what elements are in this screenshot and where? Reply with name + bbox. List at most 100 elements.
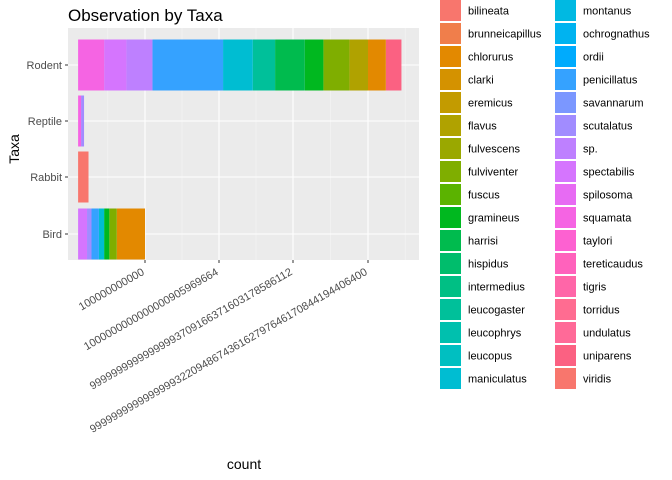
legend-swatch <box>440 0 461 21</box>
chart-title: Observation by Taxa <box>68 6 223 25</box>
y-tick-label: Reptile <box>28 116 62 128</box>
legend-label: leucopus <box>468 351 513 363</box>
bar-segment-rabbit <box>78 151 89 203</box>
legend-swatch <box>440 299 461 320</box>
legend-label: viridis <box>583 374 612 386</box>
legend-label: montanus <box>583 6 632 18</box>
legend-label: taylori <box>583 236 612 248</box>
legend-swatch <box>555 253 576 274</box>
bar-segment-rodent <box>252 39 276 91</box>
legend-swatch <box>440 46 461 67</box>
x-tick-label: 1000000000000000905969664 <box>82 266 220 353</box>
legend-label: harrisi <box>468 236 498 248</box>
legend-swatch <box>555 230 576 251</box>
legend-label: maniculatus <box>468 374 527 386</box>
bar-segment-rodent <box>126 39 153 91</box>
legend-label: undulatus <box>583 328 631 340</box>
legend-swatch <box>440 207 461 228</box>
bar-segment-bird <box>109 208 117 260</box>
bar-segment-rodent <box>223 39 253 91</box>
legend-swatch <box>440 23 461 44</box>
legend-label: squamata <box>583 213 632 225</box>
legend-swatch <box>555 322 576 343</box>
bar-segment-rodent <box>304 39 324 91</box>
bar-segment-bird <box>87 208 92 260</box>
legend-label: tereticaudus <box>583 259 643 271</box>
legend-label: uniparens <box>583 351 632 363</box>
legend-swatch <box>555 345 576 366</box>
bars <box>78 39 402 260</box>
bar-segment-reptile <box>81 95 85 147</box>
bar-segment-rodent <box>323 39 350 91</box>
legend-swatch <box>440 184 461 205</box>
legend-label: hispidus <box>468 259 509 271</box>
legend-swatch <box>555 23 576 44</box>
legend-label: scutalatus <box>583 121 633 133</box>
legend-label: leucogaster <box>468 305 525 317</box>
legend-label: chlorurus <box>468 52 514 64</box>
legend-label: clarki <box>468 75 494 87</box>
legend-label: spectabilis <box>583 167 635 179</box>
legend-label: intermedius <box>468 282 525 294</box>
y-axis-title: Taxa <box>6 134 22 164</box>
legend-label: bilineata <box>468 6 510 18</box>
legend-swatch <box>440 115 461 136</box>
x-axis: 1000000000001000000000000000905969664999… <box>77 260 370 436</box>
bar-segment-rodent <box>385 39 402 91</box>
bar-segment-rodent <box>349 39 368 91</box>
legend-swatch <box>440 368 461 389</box>
legend-label: leucophrys <box>468 328 522 340</box>
legend-swatch <box>440 345 461 366</box>
legend-swatch <box>555 207 576 228</box>
y-tick-label: Rodent <box>27 60 62 72</box>
bar-segment-rodent <box>78 39 105 91</box>
legend-swatch <box>440 253 461 274</box>
legend-label: flavus <box>468 121 497 133</box>
bar-segment-rodent <box>367 39 386 91</box>
legend-swatch <box>440 92 461 113</box>
legend-label: ordii <box>583 52 604 64</box>
bar-segment-reptile <box>78 95 82 147</box>
bar-segment-rodent <box>152 39 224 91</box>
legend-label: fuscus <box>468 190 500 202</box>
legend: bilineata brunneicapillus chlorurus clarki e… <box>440 0 650 389</box>
legend-swatch <box>440 69 461 90</box>
legend-swatch <box>440 230 461 251</box>
legend-swatch <box>555 368 576 389</box>
legend-swatch <box>555 161 576 182</box>
bar-segment-bird <box>78 208 88 260</box>
legend-label: eremicus <box>468 98 513 110</box>
legend-swatch <box>555 276 576 297</box>
legend-label: penicillatus <box>583 75 638 87</box>
legend-swatch <box>555 115 576 136</box>
y-axis: Rodent Reptile Rabbit Bird <box>27 60 68 241</box>
legend-label: fulvescens <box>468 144 520 156</box>
legend-swatch <box>555 92 576 113</box>
bar-segment-bird <box>91 208 99 260</box>
y-tick-label: Rabbit <box>30 172 62 184</box>
legend-label: ochrognathus <box>583 29 650 41</box>
legend-swatch <box>555 0 576 21</box>
x-tick-label: 100000000000 <box>77 266 147 313</box>
bar-segment-bird <box>116 208 145 260</box>
bar-segment-rodent <box>104 39 127 91</box>
legend-label: gramineus <box>468 213 520 225</box>
bar-segment-rodent <box>275 39 305 91</box>
y-tick-label: Bird <box>42 229 62 241</box>
legend-swatch <box>555 69 576 90</box>
bar-segment-bird <box>104 208 110 260</box>
legend-swatch <box>440 138 461 159</box>
legend-swatch <box>555 184 576 205</box>
legend-label: spilosoma <box>583 190 633 202</box>
legend-swatch <box>555 138 576 159</box>
legend-label: torridus <box>583 305 620 317</box>
legend-swatch <box>440 322 461 343</box>
x-axis-title: count <box>227 456 261 472</box>
legend-swatch <box>440 161 461 182</box>
legend-swatch <box>440 276 461 297</box>
legend-label: fulviventer <box>468 167 518 179</box>
legend-swatch <box>555 299 576 320</box>
legend-swatch <box>555 46 576 67</box>
legend-label: tigris <box>583 282 607 294</box>
